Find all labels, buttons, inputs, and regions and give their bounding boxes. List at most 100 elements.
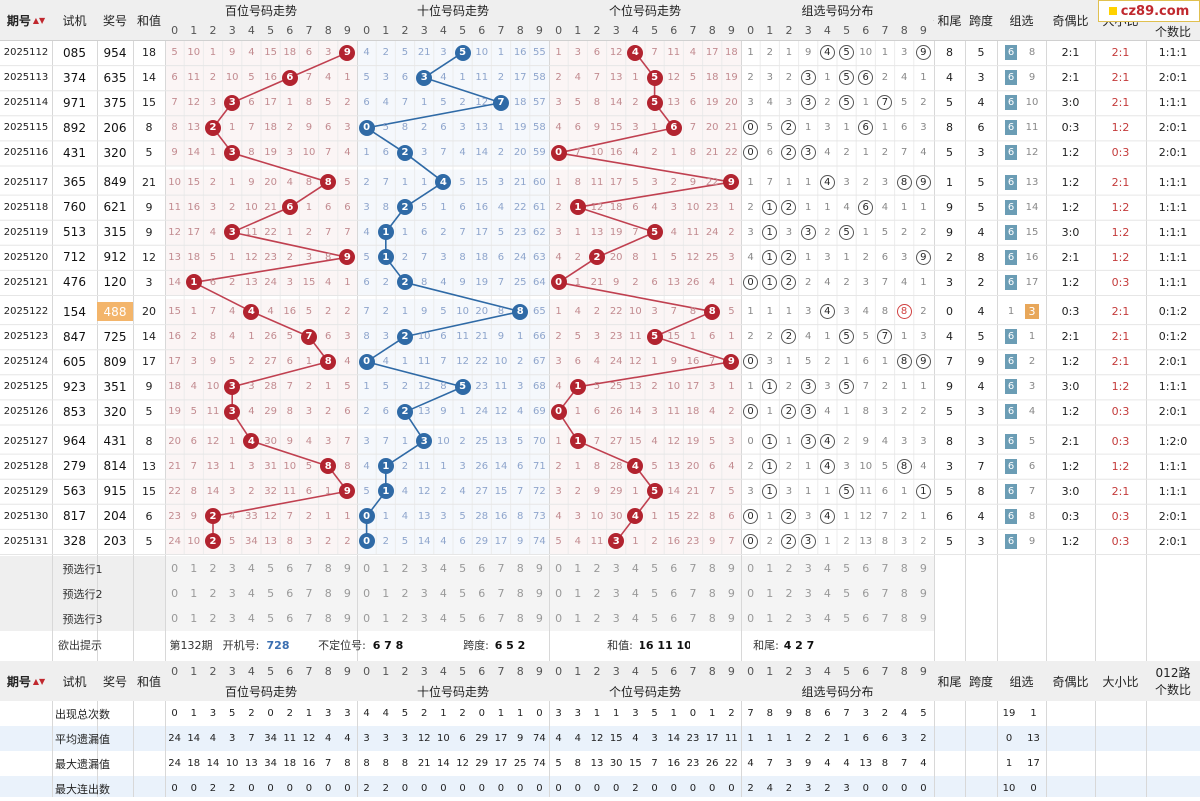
preselect-digit[interactable]: 7 xyxy=(689,587,697,600)
preselect-digit[interactable]: 9 xyxy=(919,562,927,575)
preselect-digit[interactable]: 2 xyxy=(593,562,601,575)
preselect-digit[interactable]: 8 xyxy=(324,612,332,625)
preselect-digit[interactable]: 3 xyxy=(420,562,428,575)
preselect-digit[interactable]: 0 xyxy=(747,587,755,600)
preselect-digit[interactable]: 8 xyxy=(708,587,716,600)
preselect-digit[interactable]: 0 xyxy=(555,587,563,600)
preselect-digit[interactable]: 9 xyxy=(727,562,735,575)
preselect-digit[interactable]: 4 xyxy=(631,562,639,575)
preselect-digit[interactable]: 2 xyxy=(209,612,217,625)
preselect-digit[interactable]: 8 xyxy=(516,562,524,575)
preselect-digit[interactable]: 6 xyxy=(478,612,486,625)
preselect-digit[interactable]: 2 xyxy=(785,587,793,600)
preselect-digit[interactable]: 3 xyxy=(612,562,620,575)
preselect-digit[interactable]: 1 xyxy=(574,587,582,600)
preselect-digit[interactable]: 5 xyxy=(651,562,659,575)
preselect-digit[interactable]: 9 xyxy=(343,612,351,625)
issue-header[interactable]: 期号 ▲▼ xyxy=(0,0,52,40)
preselect-digit[interactable]: 7 xyxy=(881,612,889,625)
preselect-digit[interactable]: 5 xyxy=(651,587,659,600)
preselect-digit[interactable]: 1 xyxy=(190,612,198,625)
preselect-digit[interactable]: 5 xyxy=(267,562,275,575)
preselect-digit[interactable]: 0 xyxy=(363,587,371,600)
brand-logo[interactable]: cz89.com xyxy=(1098,0,1200,22)
preselect-digit[interactable]: 0 xyxy=(555,562,563,575)
preselect-digit[interactable]: 4 xyxy=(631,612,639,625)
preselect-digit[interactable]: 4 xyxy=(823,562,831,575)
preselect-digit[interactable]: 3 xyxy=(228,562,236,575)
preselect-digit[interactable]: 4 xyxy=(247,612,255,625)
preselect-digit[interactable]: 6 xyxy=(670,587,678,600)
preselect-digit[interactable]: 8 xyxy=(900,612,908,625)
preselect-digit[interactable]: 5 xyxy=(843,587,851,600)
preselect-digit[interactable]: 9 xyxy=(535,587,543,600)
preselect-digit[interactable]: 2 xyxy=(593,587,601,600)
preselect-digit[interactable]: 5 xyxy=(651,612,659,625)
preselect-digit[interactable]: 1 xyxy=(382,562,390,575)
preselect-digit[interactable]: 0 xyxy=(747,562,755,575)
preselect-digit[interactable]: 1 xyxy=(190,562,198,575)
preselect-digit[interactable]: 7 xyxy=(497,587,505,600)
preselect-digit[interactable]: 4 xyxy=(439,612,447,625)
preselect-digit[interactable]: 8 xyxy=(900,562,908,575)
preselect-digit[interactable]: 1 xyxy=(766,612,774,625)
preselect-digit[interactable]: 8 xyxy=(516,587,524,600)
preselect-digit[interactable]: 2 xyxy=(785,562,793,575)
preselect-digit[interactable]: 1 xyxy=(766,562,774,575)
preselect-digit[interactable]: 7 xyxy=(497,612,505,625)
preselect-digit[interactable]: 9 xyxy=(727,612,735,625)
issue-header-bottom[interactable]: 期号 ▲▼ xyxy=(0,661,52,701)
preselect-digit[interactable]: 6 xyxy=(286,562,294,575)
preselect-digit[interactable]: 1 xyxy=(190,587,198,600)
preselect-digit[interactable]: 0 xyxy=(363,562,371,575)
preselect-digit[interactable]: 0 xyxy=(555,612,563,625)
preselect-digit[interactable]: 6 xyxy=(670,562,678,575)
preselect-digit[interactable]: 4 xyxy=(823,612,831,625)
preselect-digit[interactable]: 6 xyxy=(286,587,294,600)
preselect-digit[interactable]: 9 xyxy=(343,587,351,600)
preselect-digit[interactable]: 4 xyxy=(439,562,447,575)
preselect-digit[interactable]: 3 xyxy=(612,587,620,600)
preselect-digit[interactable]: 9 xyxy=(919,612,927,625)
preselect-digit[interactable]: 5 xyxy=(459,612,467,625)
preselect-digit[interactable]: 8 xyxy=(516,612,524,625)
preselect-digit[interactable]: 5 xyxy=(843,562,851,575)
preselect-digit[interactable]: 3 xyxy=(228,587,236,600)
preselect-digit[interactable]: 9 xyxy=(535,612,543,625)
preselect-digit[interactable]: 2 xyxy=(785,612,793,625)
preselect-digit[interactable]: 3 xyxy=(804,612,812,625)
preselect-digit[interactable]: 2 xyxy=(401,587,409,600)
preselect-digit[interactable]: 7 xyxy=(305,612,313,625)
preselect-digit[interactable]: 3 xyxy=(228,612,236,625)
preselect-digit[interactable]: 8 xyxy=(708,612,716,625)
preselect-digit[interactable]: 0 xyxy=(171,587,179,600)
preselect-digit[interactable]: 0 xyxy=(363,612,371,625)
sort-arrows-icon[interactable]: ▲▼ xyxy=(32,676,46,686)
preselect-digit[interactable]: 4 xyxy=(247,587,255,600)
preselect-digit[interactable]: 4 xyxy=(631,587,639,600)
preselect-digit[interactable]: 0 xyxy=(171,612,179,625)
preselect-digit[interactable]: 6 xyxy=(670,612,678,625)
preselect-digit[interactable]: 8 xyxy=(324,587,332,600)
preselect-digit[interactable]: 9 xyxy=(343,562,351,575)
preselect-digit[interactable]: 9 xyxy=(727,587,735,600)
preselect-digit[interactable]: 6 xyxy=(286,612,294,625)
preselect-digit[interactable]: 6 xyxy=(478,562,486,575)
preselect-digit[interactable]: 8 xyxy=(708,562,716,575)
preselect-digit[interactable]: 7 xyxy=(305,587,313,600)
preselect-digit[interactable]: 9 xyxy=(535,562,543,575)
preselect-digit[interactable]: 6 xyxy=(862,587,870,600)
preselect-digit[interactable]: 7 xyxy=(497,562,505,575)
preselect-digit[interactable]: 3 xyxy=(804,562,812,575)
preselect-digit[interactable]: 6 xyxy=(862,612,870,625)
preselect-digit[interactable]: 5 xyxy=(267,612,275,625)
preselect-digit[interactable]: 4 xyxy=(439,587,447,600)
preselect-digit[interactable]: 0 xyxy=(747,612,755,625)
preselect-digit[interactable]: 5 xyxy=(459,562,467,575)
sort-arrows-icon[interactable]: ▲▼ xyxy=(32,15,46,25)
preselect-digit[interactable]: 8 xyxy=(900,587,908,600)
preselect-digit[interactable]: 7 xyxy=(689,562,697,575)
preselect-digit[interactable]: 2 xyxy=(209,562,217,575)
preselect-digit[interactable]: 9 xyxy=(919,587,927,600)
preselect-digit[interactable]: 4 xyxy=(823,587,831,600)
